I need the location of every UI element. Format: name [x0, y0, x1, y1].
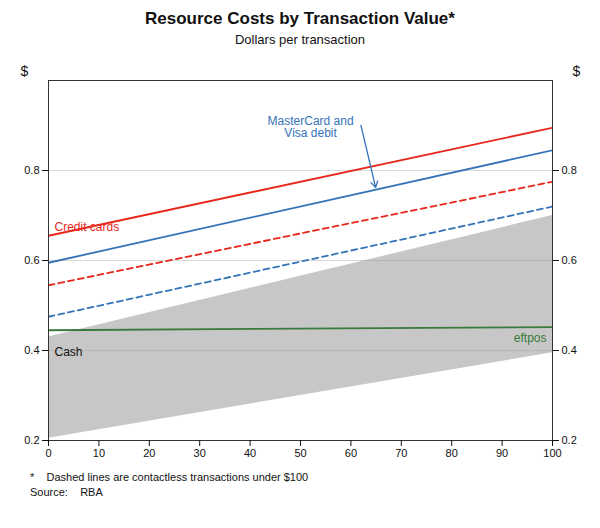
html-text:Source: RBA: Source: RBA	[30, 486, 103, 498]
svg-text:MasterCard andVisa debit: MasterCard andVisa debit	[268, 114, 354, 140]
svg-text:Credit cards: Credit cards	[55, 220, 120, 234]
svg-text:0.4: 0.4	[24, 344, 39, 356]
svg-text:0.8: 0.8	[24, 164, 39, 176]
svg-text:0: 0	[45, 447, 51, 459]
svg-text:$: $	[21, 63, 29, 79]
html-text:Dollars per transaction: Dollars per transaction	[235, 32, 365, 47]
svg-text:0.6: 0.6	[562, 254, 577, 266]
svg-text:10: 10	[93, 447, 105, 459]
svg-text:100: 100	[543, 447, 561, 459]
svg-text:0.2: 0.2	[24, 434, 39, 446]
svg-text:50: 50	[294, 447, 306, 459]
html-text:Resource Costs by Transaction: Resource Costs by Transaction Value*	[145, 9, 455, 28]
svg-text:0.8: 0.8	[562, 164, 577, 176]
svg-text:0.6: 0.6	[24, 254, 39, 266]
svg-text:0.2: 0.2	[562, 434, 577, 446]
svg-text:90: 90	[496, 447, 508, 459]
svg-text:$: $	[573, 63, 581, 79]
svg-text:40: 40	[244, 447, 256, 459]
svg-text:20: 20	[143, 447, 155, 459]
svg-text:30: 30	[194, 447, 206, 459]
svg-text:80: 80	[446, 447, 458, 459]
svg-text:Cash: Cash	[55, 345, 83, 359]
svg-text:0.4: 0.4	[562, 344, 577, 356]
svg-text:eftpos: eftpos	[514, 331, 547, 345]
svg-text:60: 60	[345, 447, 357, 459]
html-text:* Dashed lines are contactless: * Dashed lines are contactless transacti…	[30, 471, 309, 483]
svg-text:70: 70	[395, 447, 407, 459]
